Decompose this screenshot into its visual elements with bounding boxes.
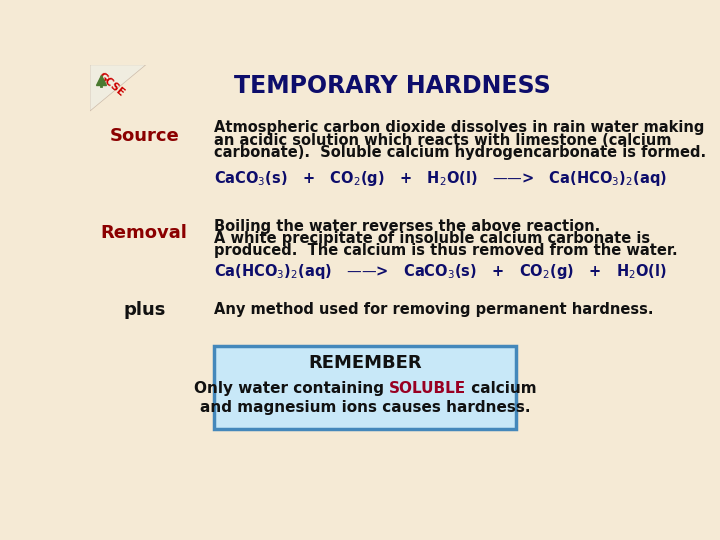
Text: Source: Source	[109, 127, 179, 145]
Text: Any method used for removing permanent hardness.: Any method used for removing permanent h…	[214, 302, 654, 317]
Text: Only water containing: Only water containing	[194, 381, 389, 396]
Text: plus: plus	[123, 301, 166, 319]
Text: calcium: calcium	[466, 381, 536, 396]
Text: produced.  The calcium is thus removed from the water.: produced. The calcium is thus removed fr…	[214, 244, 678, 259]
Text: SOLUBLE: SOLUBLE	[389, 381, 466, 396]
Text: Atmospheric carbon dioxide dissolves in rain water making: Atmospheric carbon dioxide dissolves in …	[214, 120, 704, 135]
Text: REMEMBER: REMEMBER	[308, 354, 422, 372]
Text: carbonate).  Soluble calcium hydrogencarbonate is formed.: carbonate). Soluble calcium hydrogencarb…	[214, 145, 706, 160]
Text: Removal: Removal	[101, 224, 188, 242]
Text: A white precipitate of insoluble calcium carbonate is: A white precipitate of insoluble calcium…	[214, 231, 650, 246]
FancyBboxPatch shape	[214, 346, 516, 429]
Text: and magnesium ions causes hardness.: and magnesium ions causes hardness.	[200, 400, 531, 415]
Text: Boiling the water reverses the above reaction.: Boiling the water reverses the above rea…	[214, 219, 600, 234]
Text: an acidic solution which reacts with limestone (calcium: an acidic solution which reacts with lim…	[214, 132, 672, 147]
Text: TEMPORARY HARDNESS: TEMPORARY HARDNESS	[234, 75, 551, 98]
Text: CaCO$_3$(s)   +   CO$_2$(g)   +   H$_2$O(l)   ——>   Ca(HCO$_3$)$_2$(aq): CaCO$_3$(s) + CO$_2$(g) + H$_2$O(l) ——> …	[214, 169, 667, 188]
Text: GCSE: GCSE	[96, 71, 127, 98]
Polygon shape	[90, 65, 145, 111]
Text: Ca(HCO$_3$)$_2$(aq)   ——>   CaCO$_3$(s)   +   CO$_2$(g)   +   H$_2$O(l): Ca(HCO$_3$)$_2$(aq) ——> CaCO$_3$(s) + CO…	[214, 262, 667, 281]
